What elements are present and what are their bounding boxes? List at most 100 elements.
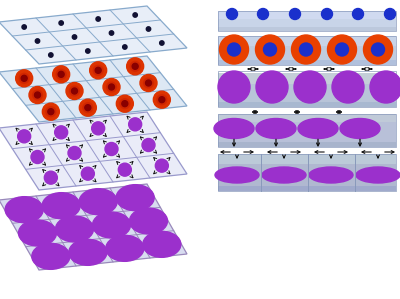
Circle shape [332,71,364,103]
Circle shape [106,82,116,92]
Circle shape [146,27,151,31]
Circle shape [103,79,120,95]
Bar [218,36,396,65]
Circle shape [79,99,96,116]
Bar [218,19,396,27]
Circle shape [123,45,127,49]
Polygon shape [0,56,187,122]
Circle shape [226,8,238,19]
Circle shape [322,8,332,19]
Circle shape [49,53,53,57]
Circle shape [120,99,130,109]
Circle shape [146,80,152,86]
Circle shape [31,150,44,164]
Circle shape [92,122,105,135]
Bar [218,84,396,102]
Circle shape [83,103,93,113]
Circle shape [132,63,138,69]
Circle shape [42,103,59,120]
Bar [218,154,396,191]
Circle shape [294,71,326,103]
Ellipse shape [214,118,254,138]
Circle shape [19,73,29,83]
Circle shape [218,71,250,103]
Circle shape [153,91,170,108]
Bar [218,27,396,31]
Circle shape [144,78,154,88]
Bar [218,154,396,164]
Ellipse shape [18,220,56,246]
Polygon shape [0,6,187,64]
Circle shape [34,92,40,98]
Bar [218,164,396,186]
Circle shape [85,105,91,111]
Circle shape [364,35,392,64]
Circle shape [72,88,78,94]
Circle shape [16,70,33,87]
Circle shape [228,43,240,56]
Circle shape [155,159,168,172]
Circle shape [95,67,101,73]
Ellipse shape [298,118,338,138]
Circle shape [292,35,320,64]
Ellipse shape [106,235,144,261]
Circle shape [108,84,114,90]
Circle shape [300,43,312,56]
Circle shape [130,61,140,71]
Circle shape [29,86,46,103]
Ellipse shape [309,167,353,183]
Circle shape [122,101,128,107]
Circle shape [384,8,396,19]
Ellipse shape [79,189,117,215]
Circle shape [336,43,348,56]
Circle shape [22,25,26,29]
Bar [218,114,396,122]
Circle shape [96,17,100,21]
Circle shape [142,138,155,152]
Circle shape [90,62,107,79]
Circle shape [72,35,77,39]
Circle shape [140,74,157,91]
Circle shape [48,109,54,115]
Ellipse shape [215,167,259,183]
Circle shape [290,8,300,19]
Circle shape [127,58,144,75]
Ellipse shape [130,208,168,234]
Circle shape [18,130,31,143]
Circle shape [32,90,42,100]
Circle shape [86,49,90,53]
Circle shape [105,143,118,155]
Circle shape [220,35,248,64]
Circle shape [56,69,66,79]
Bar [218,102,396,107]
Circle shape [44,171,57,184]
Ellipse shape [340,118,380,138]
Circle shape [328,35,356,64]
Bar [218,46,396,60]
Ellipse shape [42,193,80,219]
Ellipse shape [5,197,43,223]
Circle shape [256,35,284,64]
Circle shape [258,8,268,19]
Ellipse shape [92,212,130,238]
Ellipse shape [32,243,70,269]
Ellipse shape [143,231,181,257]
Bar [218,11,396,31]
Ellipse shape [116,185,154,211]
Circle shape [66,83,83,100]
Polygon shape [0,184,187,270]
Polygon shape [0,112,187,190]
Circle shape [256,71,288,103]
Circle shape [370,71,400,103]
Circle shape [372,43,384,56]
Circle shape [118,163,131,176]
Ellipse shape [69,239,107,265]
Circle shape [352,8,364,19]
Bar [218,142,396,147]
Ellipse shape [356,167,400,183]
Bar [218,60,396,65]
Circle shape [129,118,142,131]
Circle shape [93,65,103,75]
Circle shape [35,39,40,43]
Bar [218,11,396,19]
